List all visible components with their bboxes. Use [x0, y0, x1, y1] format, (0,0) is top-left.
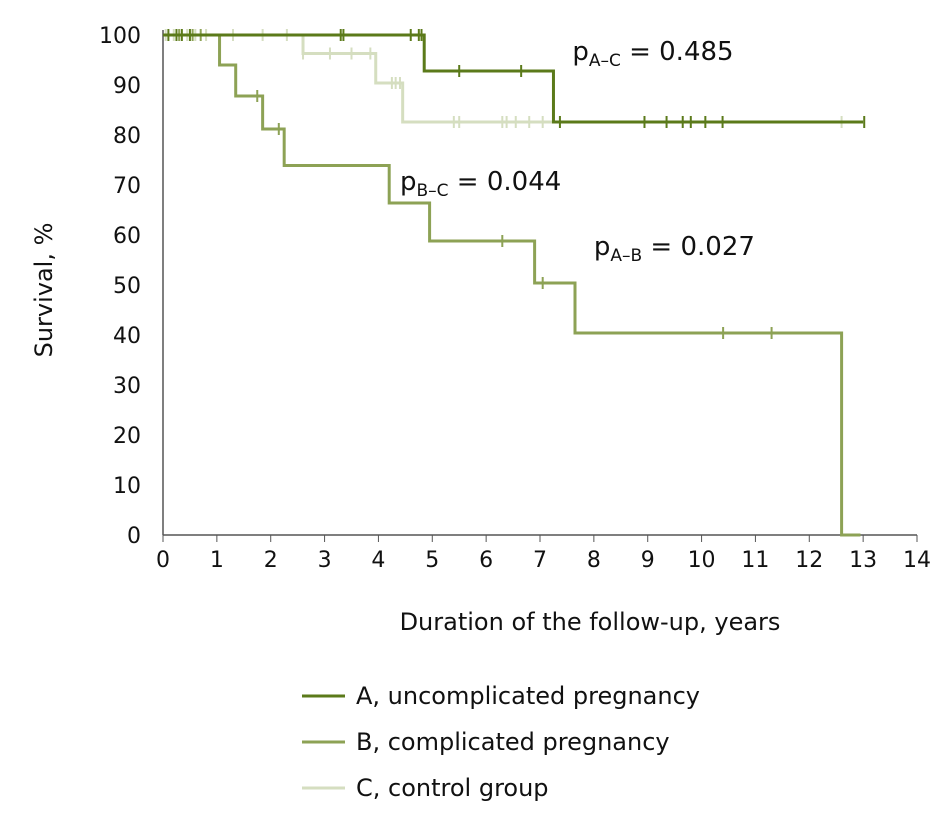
y-tick-label: 10	[113, 474, 141, 499]
x-tick-label: 6	[479, 548, 493, 573]
y-tick-label: 100	[99, 24, 141, 49]
p-value: = 0.485	[621, 37, 734, 67]
legend-label-a: A, uncomplicated pregnancy	[356, 682, 700, 710]
y-tick-label: 80	[113, 124, 141, 149]
x-axis-label: Duration of the follow-up, years	[400, 608, 781, 636]
y-tick-label: 70	[113, 174, 141, 199]
series-line-c	[163, 33, 864, 124]
x-tick-label: 3	[318, 548, 332, 573]
p-value-annotation: pA–C = 0.485	[572, 37, 733, 71]
p-subscript: A–C	[589, 51, 621, 71]
x-tick-label: 2	[264, 548, 278, 573]
series-line-b	[163, 33, 861, 537]
x-tick-label: 4	[371, 548, 385, 573]
x-tick-label: 11	[741, 548, 769, 573]
x-tick-label: 5	[425, 548, 439, 573]
x-tick-label: 1	[210, 548, 224, 573]
p-subscript: B–C	[416, 181, 448, 201]
x-tick-label: 8	[587, 548, 601, 573]
p-symbol: p	[594, 232, 611, 262]
p-value-annotation: pB–C = 0.044	[400, 167, 561, 201]
p-value-annotation: pA–B = 0.027	[594, 232, 755, 266]
p-symbol: p	[572, 37, 589, 67]
y-tick-label: 20	[113, 424, 141, 449]
y-tick-label: 90	[113, 74, 141, 99]
x-tick-label: 12	[795, 548, 823, 573]
p-subscript: A–B	[610, 246, 642, 266]
legend-label-c: C, control group	[356, 774, 549, 802]
p-value: = 0.027	[642, 232, 755, 262]
x-tick-label: 14	[903, 548, 931, 573]
x-tick-label: 0	[156, 548, 170, 573]
x-tick-label: 7	[533, 548, 547, 573]
legend-label-b: B, complicated pregnancy	[356, 728, 670, 756]
y-tick-label: 60	[113, 224, 141, 249]
x-tick-label: 13	[849, 548, 877, 573]
x-tick-label: 10	[688, 548, 716, 573]
x-tick-label: 9	[641, 548, 655, 573]
y-tick-label: 30	[113, 374, 141, 399]
y-tick-label: 40	[113, 324, 141, 349]
series-line-a	[163, 33, 864, 124]
y-tick-label: 50	[113, 274, 141, 299]
y-axis-label: Survival, %	[30, 223, 58, 358]
p-symbol: p	[400, 167, 417, 197]
p-value: = 0.044	[449, 167, 562, 197]
y-tick-label: 0	[127, 524, 141, 549]
